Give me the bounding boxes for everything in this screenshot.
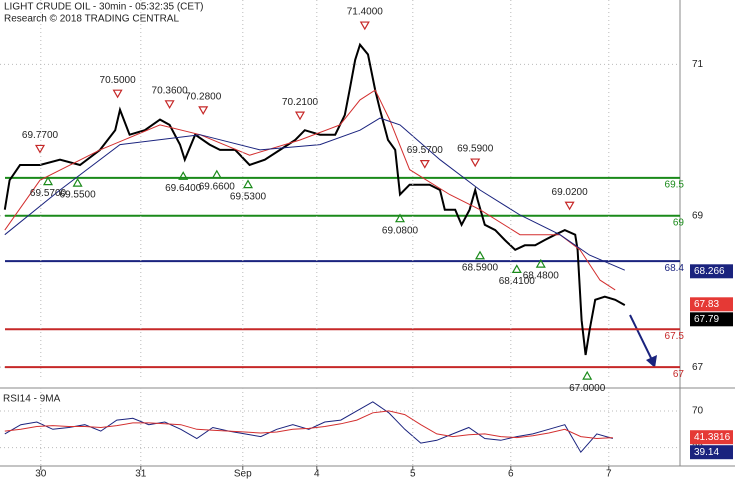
low-label: 69.6400 <box>165 183 202 194</box>
forecast-arrow <box>629 314 653 361</box>
y-tick-label: 70 <box>692 406 704 417</box>
price-tag-label: 67.83 <box>694 299 719 310</box>
x-tick-label: 7 <box>606 469 612 480</box>
x-tick-label: 31 <box>135 469 147 480</box>
high-marker <box>419 159 430 169</box>
price-tag-label: 39.14 <box>694 447 719 458</box>
high-marker <box>34 144 46 154</box>
low-label: 69.5300 <box>230 191 267 202</box>
price-tag-label: 67.79 <box>694 314 719 325</box>
low-marker <box>211 169 222 179</box>
low-marker <box>42 176 54 186</box>
price-tag-label: 68.266 <box>694 266 725 277</box>
x-tick-label: Sep <box>234 469 252 480</box>
low-marker <box>242 179 254 189</box>
forecast-arrowhead <box>646 355 657 368</box>
x-tick-label: 5 <box>410 469 416 480</box>
low-marker <box>535 258 546 268</box>
low-label: 68.5900 <box>462 262 499 273</box>
y-tick-label: 67 <box>692 362 704 373</box>
high-marker <box>164 100 175 109</box>
high-label: 69.7700 <box>22 130 59 141</box>
price-tag <box>690 297 733 312</box>
price-tag <box>690 264 733 279</box>
high-label: 70.2100 <box>282 97 319 108</box>
level-label: 67.5 <box>665 331 685 342</box>
low-marker <box>511 264 522 273</box>
chart-title: LIGHT CRUDE OIL - 30min - 05:32:35 (CET) <box>4 2 204 13</box>
high-marker <box>359 21 370 31</box>
high-marker <box>564 201 575 211</box>
low-label: 67.0000 <box>569 383 606 394</box>
low-label: 69.5700 <box>30 188 67 199</box>
y-tick-label: 69 <box>692 210 704 221</box>
y-tick-label: 71 <box>692 59 704 70</box>
high-marker <box>112 89 123 99</box>
series-line <box>4 117 625 271</box>
high-marker <box>198 106 209 116</box>
level-label: 67 <box>673 369 685 380</box>
price-tag <box>690 430 733 445</box>
low-marker <box>474 250 486 260</box>
price-tag <box>690 445 733 460</box>
high-label: 70.2800 <box>185 91 222 102</box>
low-label: 69.0800 <box>382 225 419 236</box>
price-tag <box>690 312 733 327</box>
low-label: 68.4100 <box>499 276 536 287</box>
high-marker <box>294 111 306 121</box>
level-label: 69.5 <box>665 180 685 191</box>
x-tick-label: 6 <box>508 469 514 480</box>
high-label: 69.5900 <box>457 144 494 155</box>
chart-subtitle: Research © 2018 TRADING CENTRAL <box>4 14 179 25</box>
level-label: 68.4 <box>665 263 685 274</box>
x-tick-label: 4 <box>314 469 320 480</box>
rsi-title: RSI14 - 9MA <box>3 394 61 405</box>
series-line <box>4 401 613 454</box>
high-label: 71.4000 <box>347 7 384 18</box>
price-tag-label: 41.3816 <box>694 432 731 443</box>
low-label: 69.6600 <box>199 181 236 192</box>
high-label: 70.3600 <box>152 85 189 96</box>
level-label: 69 <box>673 217 685 228</box>
x-tick-label: 30 <box>35 469 47 480</box>
high-label: 69.0200 <box>552 187 589 198</box>
low-marker <box>394 213 406 223</box>
low-label: 69.5500 <box>60 190 97 201</box>
low-marker <box>582 370 593 380</box>
low-marker <box>178 171 189 180</box>
high-label: 69.5700 <box>407 145 444 156</box>
series-line <box>3 42 626 356</box>
high-label: 70.5000 <box>100 75 137 86</box>
low-label: 68.4800 <box>523 271 560 282</box>
low-marker <box>72 177 83 187</box>
high-marker <box>470 158 481 168</box>
series-line <box>4 410 613 440</box>
